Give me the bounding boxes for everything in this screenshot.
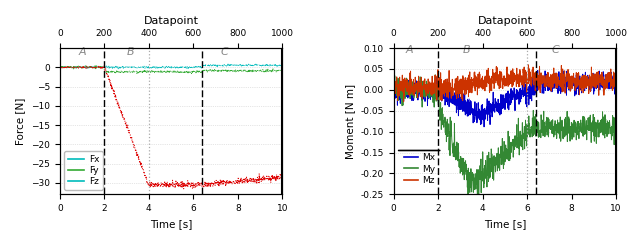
Fz xyxy=(209,181,217,184)
Line: Mz: Mz xyxy=(394,65,616,102)
Y-axis label: Moment [N m]: Moment [N m] xyxy=(345,84,355,159)
Fy xyxy=(230,69,238,72)
Text: A: A xyxy=(406,45,413,55)
Line: Fy: Fy xyxy=(60,66,282,74)
My xyxy=(543,116,551,119)
Fx xyxy=(224,63,232,66)
Fx xyxy=(56,66,64,68)
X-axis label: Datapoint: Datapoint xyxy=(144,16,198,26)
Mz xyxy=(543,83,551,85)
Mz xyxy=(525,63,532,66)
Fx xyxy=(278,64,286,66)
Fx xyxy=(79,66,86,69)
Fy xyxy=(188,72,195,75)
Legend: Fx, Fy, Fz: Fx, Fy, Fz xyxy=(64,151,103,190)
Mz xyxy=(612,82,620,85)
Fz xyxy=(180,187,188,190)
Text: A: A xyxy=(79,47,86,57)
Fy xyxy=(79,65,86,67)
Mx xyxy=(480,118,488,121)
Mx xyxy=(390,99,398,102)
Mz xyxy=(413,85,420,88)
My xyxy=(480,186,488,189)
Y-axis label: Force [N]: Force [N] xyxy=(16,97,26,145)
My xyxy=(390,53,398,56)
Fx xyxy=(234,64,241,67)
Fy xyxy=(56,65,64,68)
Mz xyxy=(480,86,488,89)
Fz xyxy=(56,66,64,69)
My xyxy=(612,123,620,126)
Fz xyxy=(234,180,241,182)
Mx xyxy=(612,74,620,77)
My xyxy=(474,195,481,198)
Fx xyxy=(230,65,238,67)
X-axis label: Time [s]: Time [s] xyxy=(150,219,192,229)
My xyxy=(413,91,420,94)
Fy xyxy=(154,70,162,73)
Fy xyxy=(234,69,241,72)
Line: My: My xyxy=(394,54,616,196)
Fy xyxy=(278,70,286,73)
My xyxy=(568,121,575,124)
X-axis label: Time [s]: Time [s] xyxy=(484,219,526,229)
Mz xyxy=(568,78,575,81)
Mx xyxy=(488,102,496,105)
Fz xyxy=(154,181,162,184)
Line: Fz: Fz xyxy=(60,65,282,189)
Fz xyxy=(278,176,286,179)
Fz xyxy=(79,66,86,69)
Fz xyxy=(230,181,238,184)
Fy xyxy=(209,69,217,72)
Mx xyxy=(564,80,571,83)
Fx xyxy=(146,66,154,68)
Line: Mx: Mx xyxy=(394,70,616,127)
Mz xyxy=(400,101,408,103)
Fx xyxy=(115,67,122,70)
Mx xyxy=(534,69,542,72)
My xyxy=(488,153,496,156)
Text: B: B xyxy=(462,45,470,55)
Text: B: B xyxy=(127,47,134,57)
Mz xyxy=(488,76,496,78)
Legend: Mx, My, Mz: Mx, My, Mz xyxy=(400,150,438,188)
Fz xyxy=(146,181,154,184)
Fx xyxy=(209,64,217,67)
Mx xyxy=(568,76,575,79)
Fy xyxy=(93,64,100,67)
Fx xyxy=(154,66,162,69)
Fy xyxy=(146,71,154,74)
Mx xyxy=(480,126,488,128)
My xyxy=(564,140,571,143)
Fz xyxy=(101,63,108,66)
Mx xyxy=(543,73,551,76)
Text: C: C xyxy=(552,45,559,55)
X-axis label: Datapoint: Datapoint xyxy=(478,16,532,26)
Line: Fx: Fx xyxy=(60,64,282,69)
Mz xyxy=(564,74,571,77)
Mx xyxy=(413,79,420,82)
Text: C: C xyxy=(220,47,228,57)
Mz xyxy=(390,87,398,90)
